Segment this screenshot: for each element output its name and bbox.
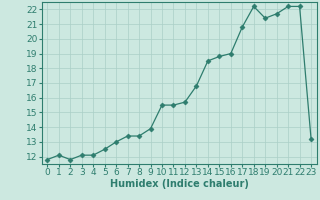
X-axis label: Humidex (Indice chaleur): Humidex (Indice chaleur) (110, 179, 249, 189)
